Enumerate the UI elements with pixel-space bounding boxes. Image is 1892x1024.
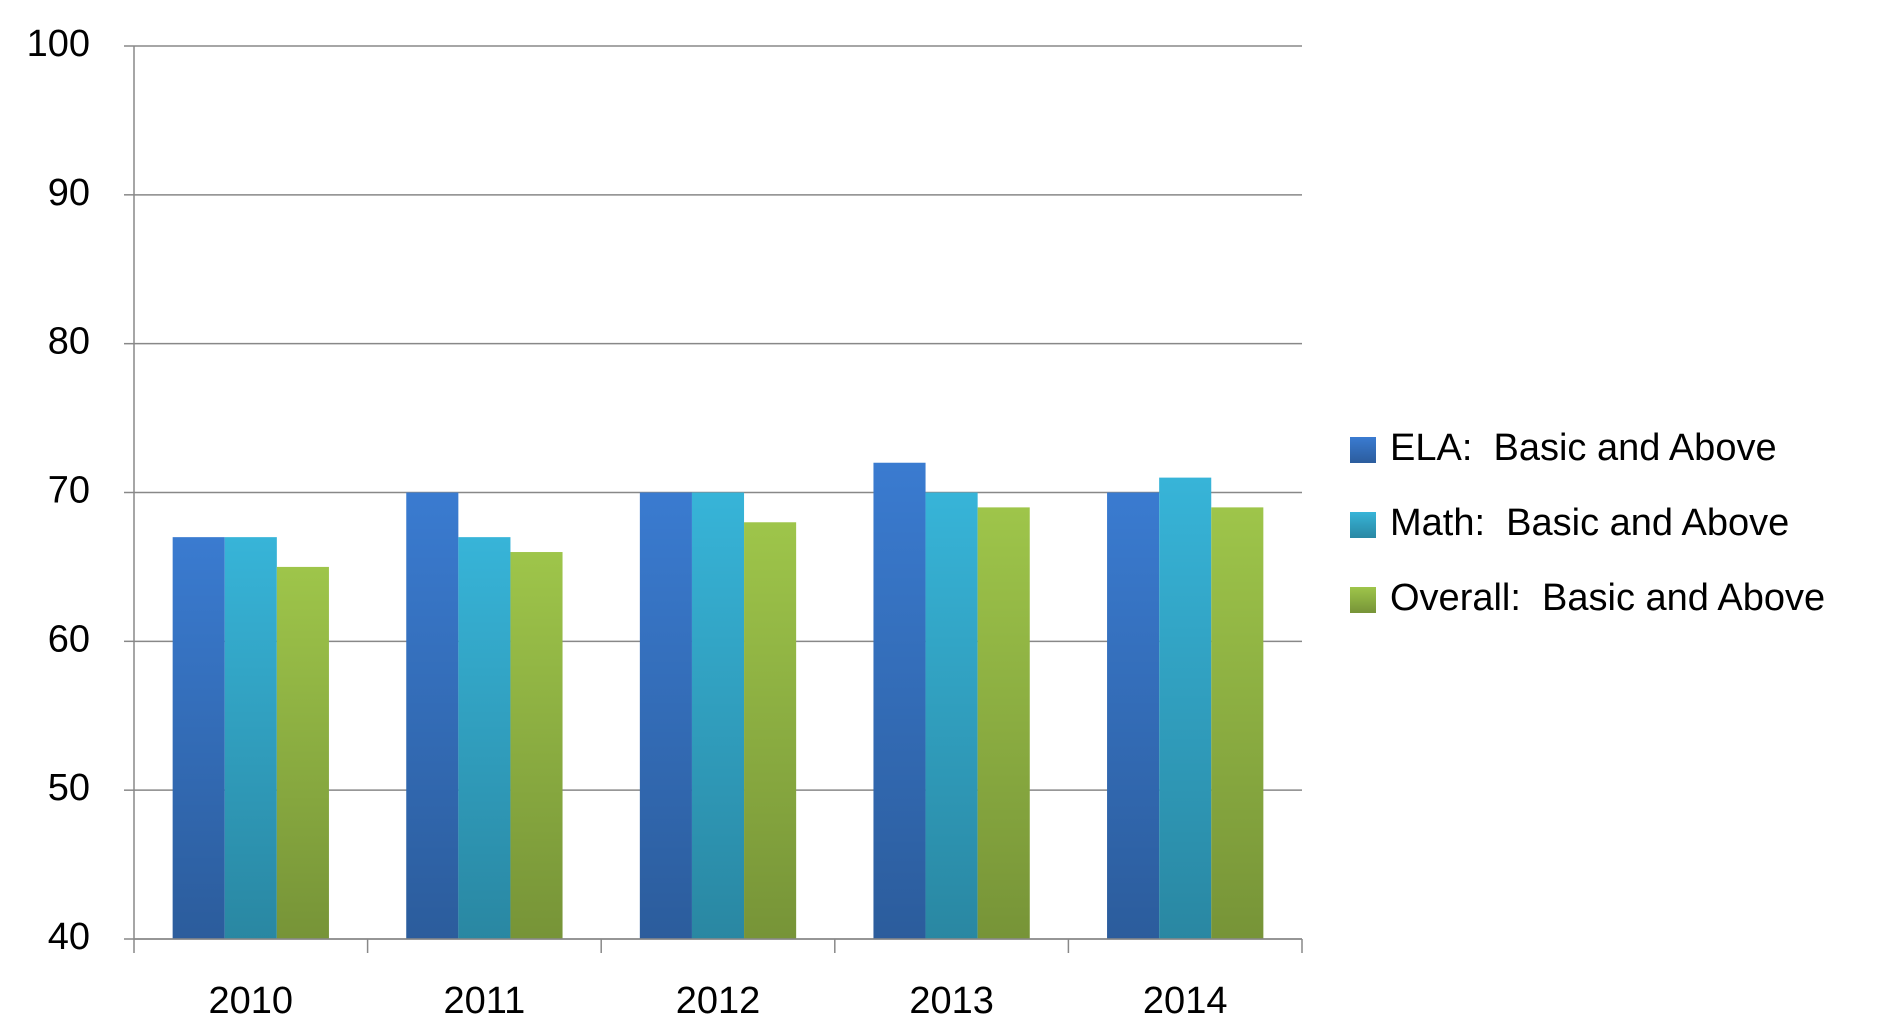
bar-shading (744, 522, 797, 939)
y-tick-label: 80 (48, 321, 90, 363)
legend-label: Math: Basic and Above (1390, 502, 1789, 544)
bar-shading (925, 492, 978, 939)
bar-shading (977, 507, 1030, 939)
bar-shading (873, 462, 926, 939)
y-tick-label: 70 (48, 470, 90, 512)
legend-swatch-shading (1350, 512, 1376, 538)
legend-label: ELA: Basic and Above (1390, 427, 1777, 469)
y-tick-label: 50 (48, 767, 90, 809)
y-tick-label: 100 (27, 23, 90, 65)
bar-shading (510, 552, 563, 939)
bar-shading (406, 492, 459, 939)
bar-shading (458, 537, 511, 939)
x-tick-label: 2012 (676, 980, 761, 1022)
bar-shading (276, 566, 329, 939)
x-tick-label: 2010 (209, 980, 294, 1022)
legend-label: Overall: Basic and Above (1390, 577, 1825, 619)
bar-shading (224, 537, 277, 939)
bar-shading (172, 537, 225, 939)
y-tick-label: 60 (48, 618, 90, 660)
y-tick-label: 90 (48, 172, 90, 214)
x-tick-label: 2011 (444, 980, 526, 1022)
x-tick-label: 2013 (909, 980, 994, 1022)
y-tick-label: 40 (48, 916, 90, 958)
legend-swatch-shading (1350, 587, 1376, 613)
x-tick-label: 2014 (1143, 980, 1228, 1022)
bar-shading (639, 492, 692, 939)
bar-shading (1107, 492, 1160, 939)
bar-shading (1159, 477, 1212, 939)
bar-shading (691, 492, 745, 939)
legend-swatch-shading (1350, 437, 1376, 463)
bar-shading (1211, 507, 1264, 939)
